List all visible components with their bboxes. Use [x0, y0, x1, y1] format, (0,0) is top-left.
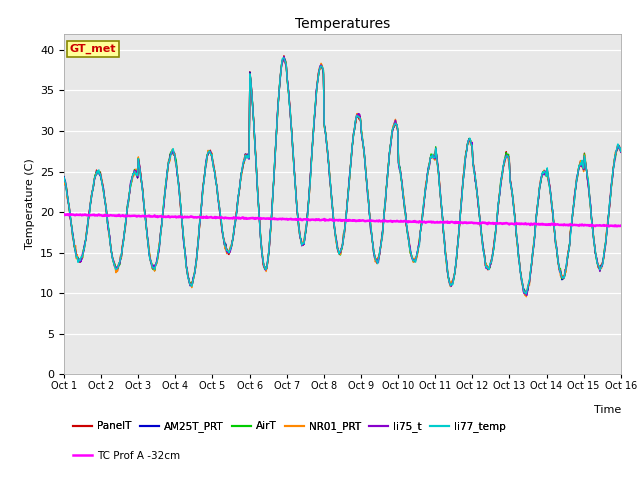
- Title: Temperatures: Temperatures: [295, 17, 390, 31]
- Legend: TC Prof A -32cm: TC Prof A -32cm: [69, 447, 184, 465]
- Y-axis label: Temperature (C): Temperature (C): [24, 158, 35, 250]
- Text: GT_met: GT_met: [70, 44, 116, 54]
- Legend: PanelT, AM25T_PRT, AirT, NR01_PRT, li75_t, li77_temp: PanelT, AM25T_PRT, AirT, NR01_PRT, li75_…: [69, 417, 510, 436]
- Text: Time: Time: [593, 405, 621, 415]
